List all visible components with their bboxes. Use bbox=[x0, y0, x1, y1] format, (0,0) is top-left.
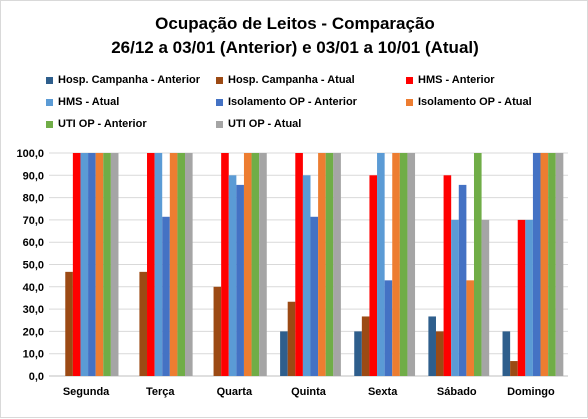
chart-title: Ocupação de Leitos - Comparação bbox=[155, 14, 435, 33]
bar bbox=[177, 153, 186, 376]
bar bbox=[236, 184, 244, 376]
legend-item: Isolamento OP - Atual bbox=[406, 96, 532, 108]
y-tick-label: 70,0 bbox=[23, 215, 44, 227]
bar bbox=[310, 216, 319, 376]
bar bbox=[243, 153, 252, 376]
legend-item: UTI OP - Atual bbox=[216, 118, 301, 130]
x-tick-label: Segunda bbox=[63, 386, 110, 398]
y-tick-label: 100,0 bbox=[16, 148, 44, 160]
bar bbox=[361, 316, 370, 376]
bar bbox=[407, 153, 416, 376]
legend-swatch bbox=[216, 98, 223, 106]
bar bbox=[540, 153, 549, 376]
y-tick-label: 80,0 bbox=[23, 193, 44, 205]
legend-item: UTI OP - Anterior bbox=[46, 118, 147, 130]
legend-label: UTI OP - Anterior bbox=[58, 118, 147, 130]
x-tick-label: Quinta bbox=[291, 386, 327, 398]
legend-item: Isolamento OP - Anterior bbox=[216, 96, 357, 108]
y-tick-label: 40,0 bbox=[23, 282, 44, 294]
legend-swatch bbox=[216, 76, 223, 84]
legend-label: HMS - Anterior bbox=[418, 74, 495, 86]
legend-label: Isolamento OP - Atual bbox=[418, 96, 532, 108]
legend-label: Isolamento OP - Anterior bbox=[228, 96, 357, 108]
bar bbox=[458, 184, 467, 376]
bar bbox=[162, 216, 170, 376]
legend-swatch bbox=[406, 76, 413, 84]
bar bbox=[185, 153, 193, 376]
bar bbox=[221, 153, 229, 376]
bar bbox=[251, 153, 260, 376]
bar bbox=[451, 219, 459, 376]
bar bbox=[88, 153, 96, 376]
bar bbox=[502, 331, 511, 376]
legend-swatch bbox=[46, 76, 53, 84]
x-tick-label: Sexta bbox=[368, 386, 398, 398]
bar bbox=[517, 219, 526, 376]
legend-swatch bbox=[216, 120, 223, 128]
bar bbox=[139, 271, 148, 376]
bar bbox=[302, 175, 311, 376]
y-tick-label: 60,0 bbox=[23, 237, 44, 249]
bar bbox=[95, 153, 104, 376]
legend-swatch bbox=[46, 120, 53, 128]
legend-swatch bbox=[406, 98, 413, 106]
legend-label: Hosp. Campanha - Anterior bbox=[58, 74, 200, 86]
x-tick-label: Quarta bbox=[217, 386, 253, 398]
bar bbox=[147, 153, 155, 376]
bar bbox=[525, 219, 533, 376]
bar bbox=[481, 219, 490, 376]
bar bbox=[295, 153, 303, 376]
bar bbox=[287, 301, 296, 376]
x-tick-label: Sábado bbox=[437, 386, 477, 398]
bar bbox=[333, 153, 341, 376]
bar bbox=[532, 153, 541, 376]
bar bbox=[169, 153, 178, 376]
y-tick-label: 20,0 bbox=[23, 326, 44, 338]
bar bbox=[65, 271, 73, 376]
legend-label: UTI OP - Atual bbox=[228, 118, 302, 130]
legend-item: Hosp. Campanha - Anterior bbox=[46, 74, 200, 86]
legend-item: HMS - Atual bbox=[46, 96, 119, 108]
legend-swatch bbox=[46, 98, 53, 106]
bar bbox=[103, 153, 111, 376]
bar bbox=[428, 316, 436, 376]
bar bbox=[72, 153, 81, 376]
bar bbox=[325, 153, 334, 376]
bar bbox=[377, 153, 385, 376]
bar bbox=[473, 153, 482, 376]
bar bbox=[399, 153, 408, 376]
y-tick-label: 90,0 bbox=[23, 170, 44, 182]
y-tick-label: 0,0 bbox=[29, 371, 44, 383]
bar bbox=[443, 175, 452, 376]
bar bbox=[392, 153, 400, 376]
bar bbox=[354, 331, 362, 376]
bar bbox=[154, 153, 163, 376]
y-tick-label: 50,0 bbox=[23, 260, 44, 272]
bar bbox=[510, 361, 518, 376]
bar bbox=[384, 280, 393, 376]
y-tick-label: 10,0 bbox=[23, 349, 44, 361]
x-tick-label: Domingo bbox=[507, 386, 555, 398]
bar bbox=[466, 280, 474, 376]
bar bbox=[80, 153, 89, 376]
chart-subtitle: 26/12 a 03/01 (Anterior) e 03/01 a 10/01… bbox=[111, 38, 479, 57]
y-tick-label: 30,0 bbox=[23, 304, 44, 316]
legend-item: Hosp. Campanha - Atual bbox=[216, 74, 355, 86]
bar bbox=[280, 331, 288, 376]
x-tick-label: Terça bbox=[146, 386, 175, 398]
bar bbox=[110, 153, 119, 376]
bar bbox=[548, 153, 556, 376]
bar bbox=[369, 175, 378, 376]
bar bbox=[213, 286, 222, 376]
legend-label: HMS - Atual bbox=[58, 96, 120, 108]
legend-item: HMS - Anterior bbox=[406, 74, 495, 86]
bar bbox=[259, 153, 267, 376]
bar bbox=[435, 331, 444, 376]
legend-label: Hosp. Campanha - Atual bbox=[228, 74, 355, 86]
bar bbox=[228, 175, 237, 376]
bar bbox=[555, 153, 564, 376]
bar bbox=[318, 153, 326, 376]
